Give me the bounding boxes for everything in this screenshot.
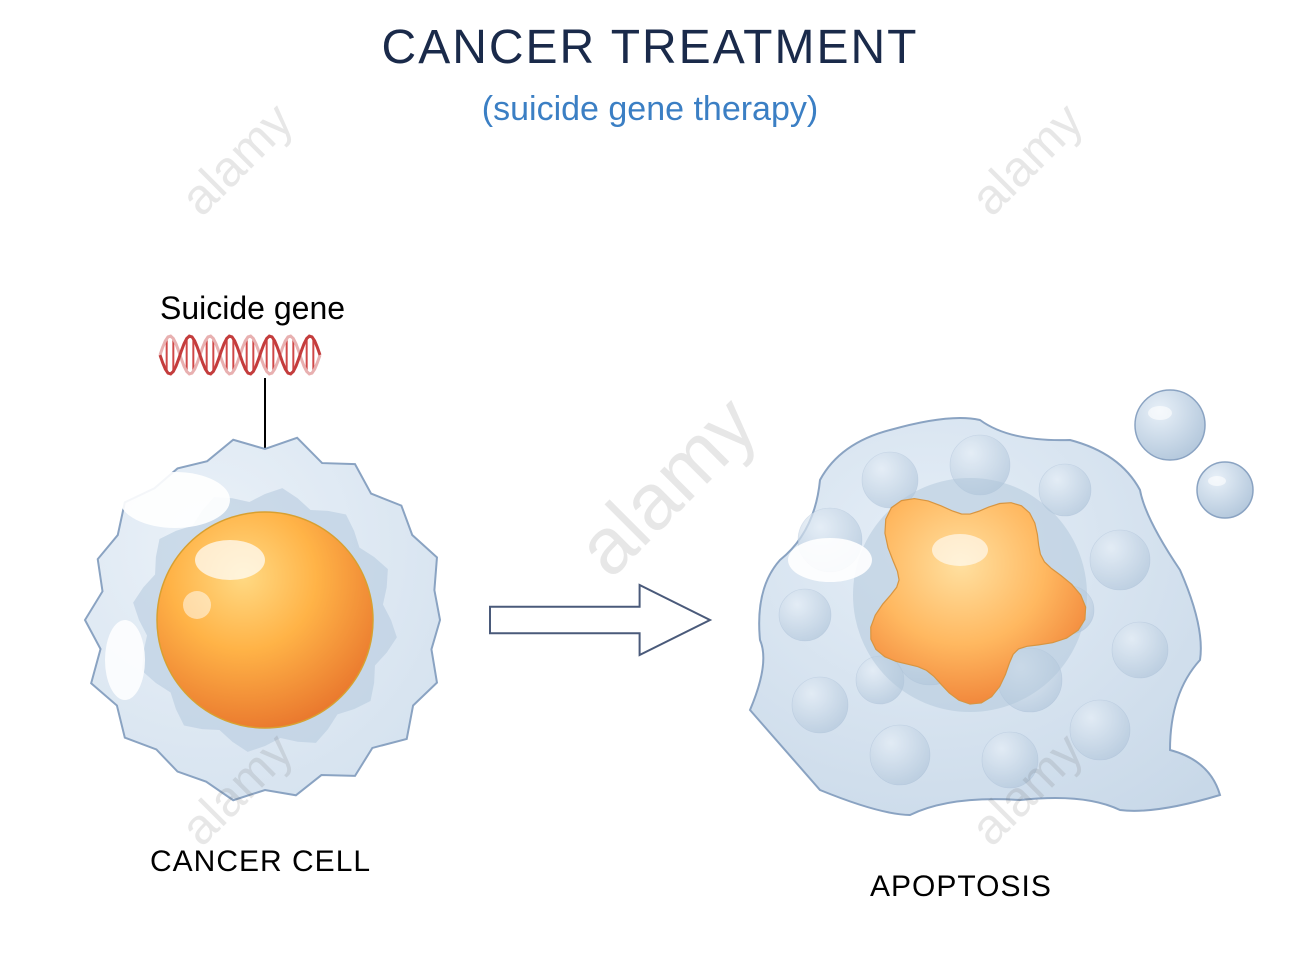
- transition-arrow: [490, 585, 710, 655]
- cancer-cell-graphic: [85, 438, 440, 800]
- apoptosis-cell-graphic: [750, 390, 1253, 815]
- diagram-canvas: [0, 0, 1300, 965]
- dna-helix-icon: [160, 336, 320, 374]
